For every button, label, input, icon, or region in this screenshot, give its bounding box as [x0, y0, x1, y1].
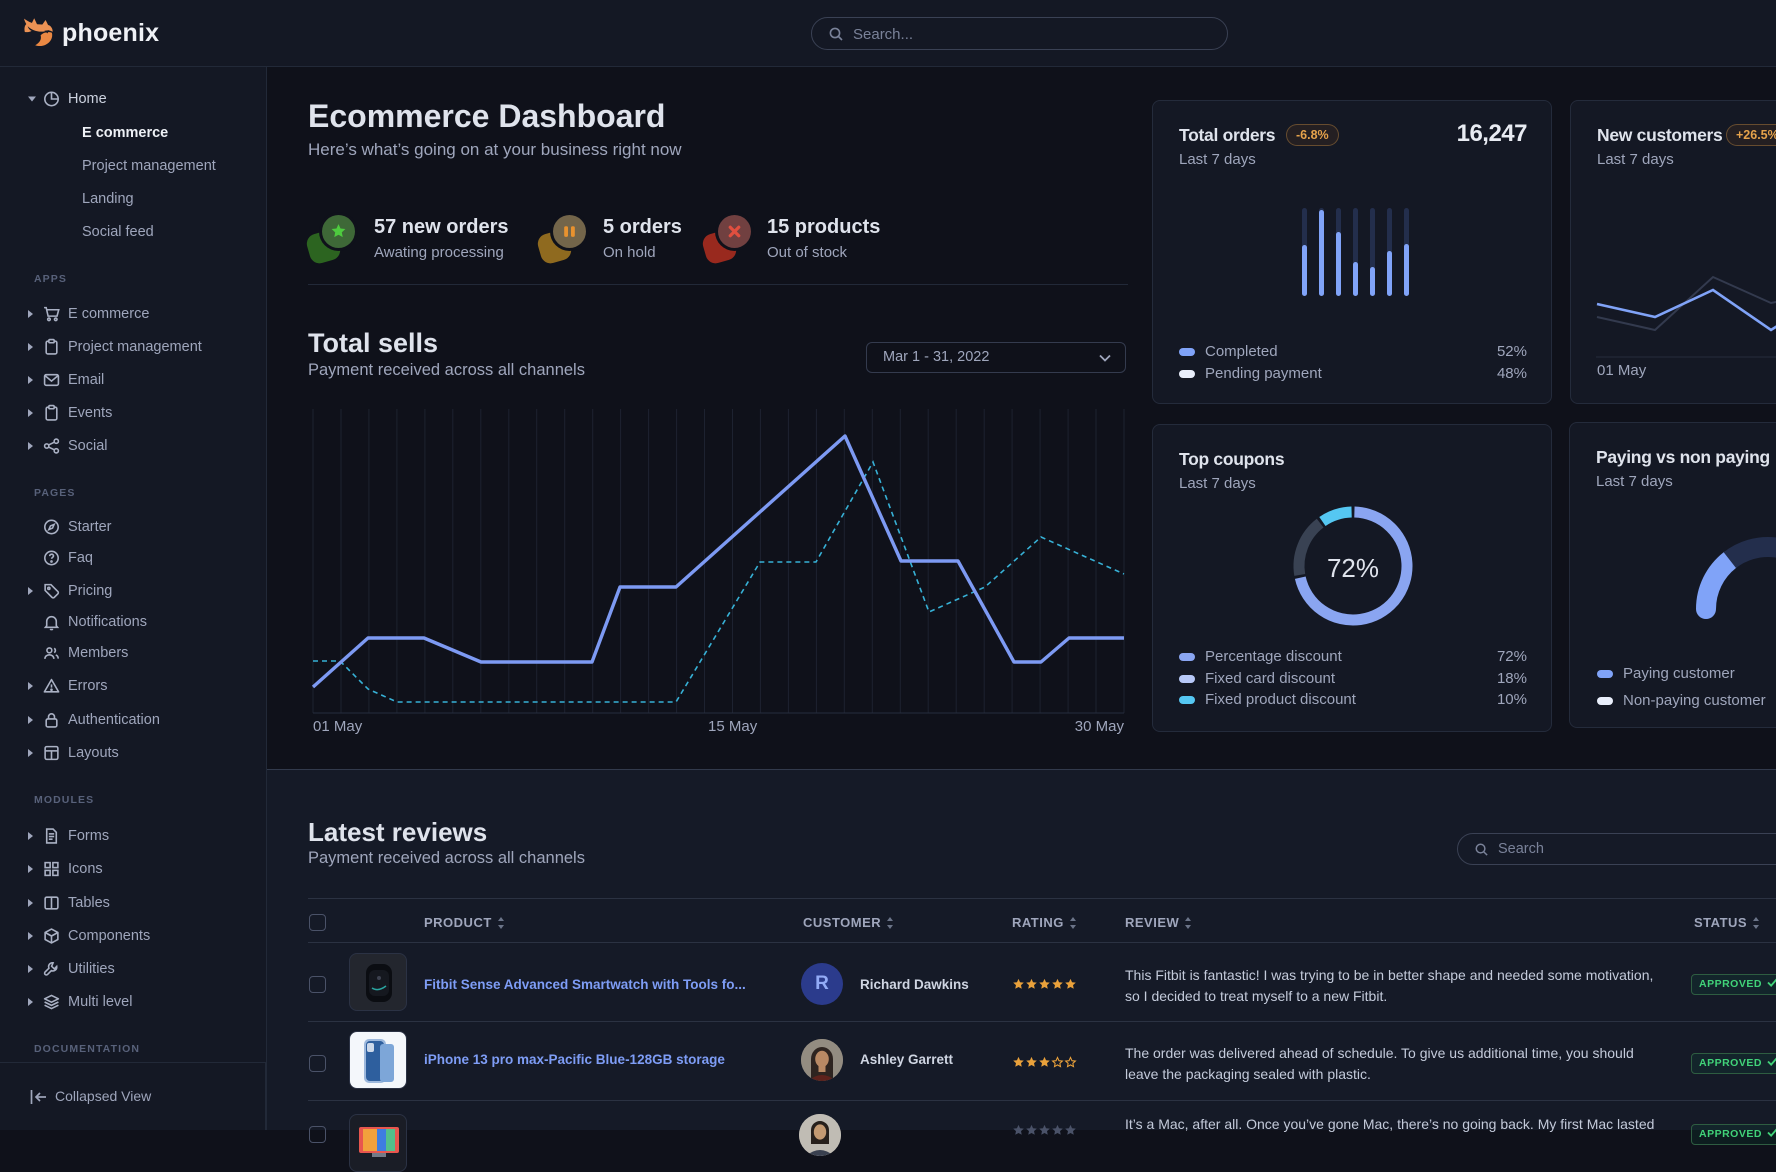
svg-text:30 May: 30 May	[1075, 718, 1125, 735]
svg-text:01 May: 01 May	[313, 718, 363, 735]
svg-text:15 May: 15 May	[708, 718, 758, 735]
